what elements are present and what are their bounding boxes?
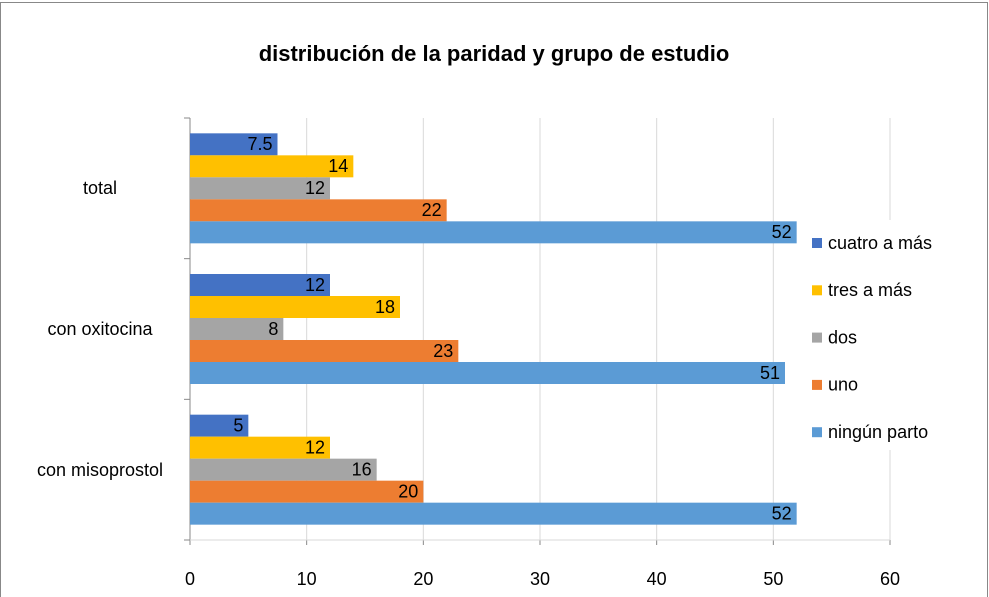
data-label: 51 <box>760 363 780 383</box>
data-label: 52 <box>772 222 792 242</box>
data-label: 14 <box>328 156 348 176</box>
bar <box>190 274 330 296</box>
y-tick-label: total <box>82 178 118 199</box>
legend-label: cuatro a más <box>828 233 932 253</box>
legend-swatch <box>812 285 822 296</box>
data-label: 5 <box>233 415 243 435</box>
bar <box>190 221 797 244</box>
data-label: 22 <box>422 200 442 220</box>
legend-bg <box>805 220 983 450</box>
legend-label: uno <box>828 375 858 395</box>
data-label: 23 <box>433 341 453 361</box>
bar <box>190 436 330 459</box>
bar <box>190 340 459 362</box>
legend-swatch <box>812 332 822 343</box>
x-tick-label: 30 <box>530 569 550 589</box>
y-tick-label: con misoprostol <box>36 459 164 480</box>
legend-swatch <box>812 238 822 248</box>
data-label: 18 <box>375 297 395 317</box>
data-label: 8 <box>268 319 278 339</box>
data-label: 12 <box>305 178 325 198</box>
bar <box>190 199 447 222</box>
bar <box>190 318 284 340</box>
data-label: 12 <box>305 437 325 457</box>
x-tick-label: 20 <box>413 569 433 589</box>
legend-swatch <box>812 427 822 438</box>
legend-label: dos <box>828 327 857 347</box>
legend-swatch <box>812 379 822 390</box>
x-tick-label: 50 <box>763 569 783 589</box>
data-label: 52 <box>772 503 792 523</box>
x-tick-label: 60 <box>880 569 900 589</box>
bar <box>190 414 249 437</box>
x-tick-label: 40 <box>647 569 667 589</box>
bar <box>190 480 424 503</box>
bar <box>190 177 330 200</box>
legend-label: tres a más <box>828 280 912 300</box>
x-tick-label: 0 <box>185 569 195 589</box>
bar <box>190 296 400 318</box>
data-label: 7.5 <box>247 134 272 154</box>
chart-title: distribución de la paridad y grupo de es… <box>259 41 730 66</box>
y-tick-label: con oxitocina <box>47 319 153 339</box>
x-tick-label: 10 <box>297 569 317 589</box>
bar <box>190 458 377 481</box>
bar <box>190 362 785 384</box>
bar <box>190 502 797 525</box>
data-label: 12 <box>305 275 325 295</box>
legend-label: ningún parto <box>828 422 928 442</box>
bar <box>190 133 278 156</box>
data-label: 16 <box>352 459 372 479</box>
data-label: 20 <box>398 481 418 501</box>
bar <box>190 155 354 178</box>
